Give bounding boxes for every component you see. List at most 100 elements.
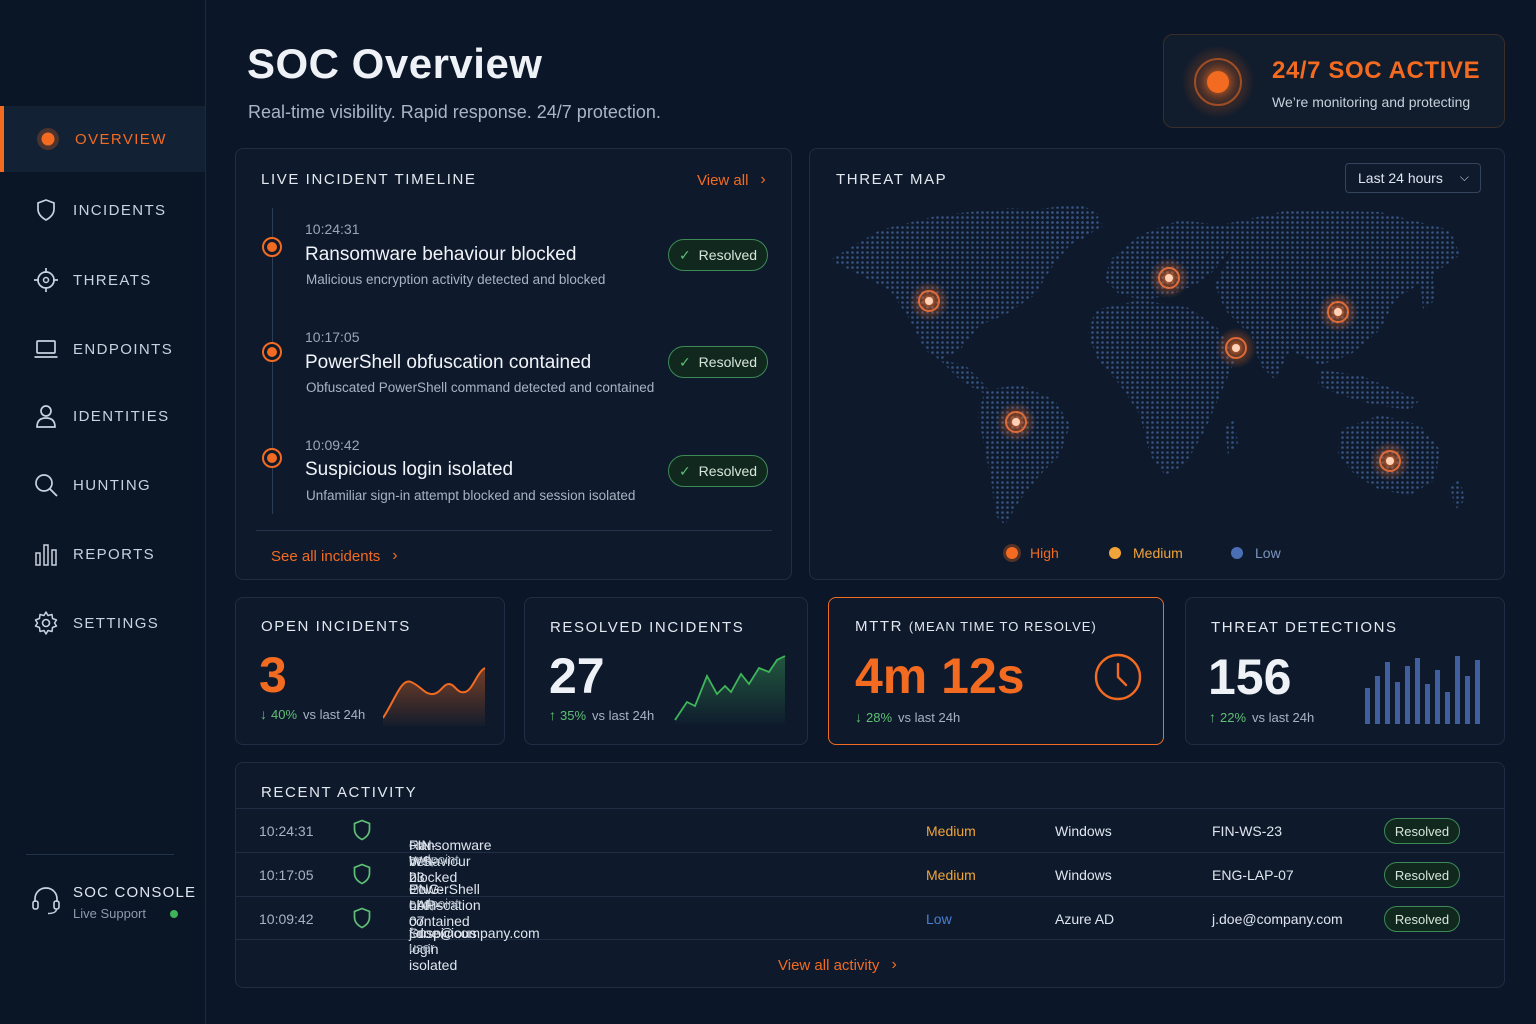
view-all-activity-label: View all activity <box>778 956 880 974</box>
kpi-value: 3 <box>259 647 287 703</box>
row-platform: Windows <box>1055 867 1112 883</box>
see-all-incidents-link[interactable]: See all incidents › <box>271 547 398 565</box>
kpi-value: 156 <box>1208 649 1292 705</box>
timeline-time: 10:09:42 <box>305 437 360 453</box>
sidebar-item-identities[interactable]: IDENTITIES <box>0 383 205 449</box>
recent-activity-card <box>235 762 1505 988</box>
chevron-right-icon: › <box>891 956 897 973</box>
row-time: 10:17:05 <box>259 867 314 883</box>
threat-hotspot[interactable] <box>1318 292 1358 332</box>
pulse-icon <box>1182 46 1254 118</box>
shield-icon <box>32 196 60 224</box>
kpi-vs: vs last 24h <box>592 707 655 723</box>
threat-hotspot[interactable] <box>909 281 949 321</box>
sidebar-item-reports[interactable]: REPORTS <box>0 521 205 587</box>
kpi-pct: 22% <box>1220 709 1247 725</box>
kpi-delta: ↑ 22% vs last 24h <box>1209 709 1314 725</box>
row-time: 10:09:42 <box>259 911 314 927</box>
sidebar-divider <box>26 854 174 855</box>
mttr-card[interactable] <box>828 597 1164 745</box>
headset-icon <box>30 884 62 916</box>
kpi-pct: 28% <box>866 709 893 725</box>
sidebar-item-overview[interactable]: OVERVIEW <box>0 106 205 172</box>
row-time: 10:24:31 <box>259 823 314 839</box>
threat-detections-card[interactable] <box>1185 597 1505 745</box>
legend-label: High <box>1030 545 1059 561</box>
sidebar-item-incidents[interactable]: INCIDENTS <box>0 177 205 243</box>
threat-hotspot[interactable] <box>1149 258 1189 298</box>
table-row[interactable]: 10:17:05 PowerShell obfuscation containe… <box>236 852 1504 929</box>
bar-chart-icon <box>32 540 60 568</box>
sidebar-item-label: HUNTING <box>73 476 152 494</box>
user-icon <box>32 402 60 430</box>
check-icon: ✓ <box>678 353 691 370</box>
sidebar-item-threats[interactable]: THREATS <box>0 247 205 313</box>
low-dot-icon <box>1231 547 1243 559</box>
status-badge: ✓ Resolved <box>668 239 768 271</box>
sidebar-item-endpoints[interactable]: ENDPOINTS <box>0 316 205 382</box>
threat-hotspot[interactable] <box>996 402 1036 442</box>
status-badge: ✓ Resolved <box>668 346 768 378</box>
timeline-item-title[interactable]: Suspicious login isolated <box>305 459 514 480</box>
shield-icon <box>352 819 372 844</box>
medium-dot-icon <box>1109 547 1121 559</box>
kpi-vs: vs last 24h <box>303 706 366 722</box>
arrow-up-icon: ↑ <box>1209 709 1216 725</box>
kpi-delta: ↓ 28% vs last 24h <box>855 709 960 725</box>
view-all-incidents-link[interactable]: View all › <box>697 171 766 189</box>
legend-high: High <box>1006 545 1059 561</box>
crosshair-icon <box>32 266 60 294</box>
row-joiner: for user <box>409 925 435 955</box>
world-map <box>830 204 1465 525</box>
sidebar-item-label: OVERVIEW <box>75 130 167 148</box>
row-severity: Low <box>926 911 952 927</box>
timeline-item-title[interactable]: PowerShell obfuscation contained <box>305 352 592 373</box>
timeline-item-title[interactable]: Ransomware behaviour blocked <box>305 244 577 265</box>
table-row[interactable]: 10:24:31 Ransomware behaviour blocked on… <box>236 808 1504 885</box>
row-target: FIN-WS-23 <box>409 837 437 885</box>
kpi-vs: vs last 24h <box>1252 709 1315 725</box>
legend-label: Low <box>1255 545 1281 561</box>
table-row[interactable]: 10:09:42 Suspicious login isolated for u… <box>236 896 1504 973</box>
row-platform: Azure AD <box>1055 911 1115 927</box>
threat-hotspot[interactable] <box>1370 441 1410 481</box>
status-badge: Resolved <box>1384 906 1460 932</box>
timeline-dot <box>262 237 282 257</box>
view-all-activity-link[interactable]: View all activity › <box>778 956 897 974</box>
console-subtitle-row: Live Support <box>73 906 196 921</box>
arrow-down-icon: ↓ <box>260 706 267 722</box>
status-label: Resolved <box>698 463 758 479</box>
time-range-select[interactable]: Last 24 hours ⌵ <box>1345 163 1481 193</box>
status-label: Resolved <box>698 247 758 263</box>
sidebar: OVERVIEW INCIDENTS THREATS ENDPOINTS IDE… <box>0 0 206 1024</box>
row-severity: Medium <box>926 823 976 839</box>
threat-map-title: THREAT MAP <box>836 171 948 188</box>
check-icon: ✓ <box>678 246 691 263</box>
kpi-vs: vs last 24h <box>898 709 961 725</box>
soc-active-banner: 24/7 SOC ACTIVE We’re monitoring and pro… <box>1163 34 1505 128</box>
kpi-title: OPEN INCIDENTS <box>261 618 411 635</box>
row-joiner: on endpoint <box>409 837 459 867</box>
high-dot-icon <box>1006 547 1018 559</box>
sidebar-item-hunting[interactable]: HUNTING <box>0 452 205 518</box>
page-subtitle: Real-time visibility. Rapid response. 24… <box>248 102 661 122</box>
sidebar-item-label: THREATS <box>73 271 152 289</box>
clock-icon <box>1094 653 1142 701</box>
shield-icon <box>352 907 372 932</box>
kpi-value: 4m 12s <box>855 648 1025 704</box>
threat-hotspot[interactable] <box>1216 328 1256 368</box>
timeline-title: LIVE INCIDENT TIMELINE <box>261 171 477 188</box>
row-joiner: on endpoint <box>409 881 459 911</box>
kpi-pct: 35% <box>560 707 587 723</box>
soc-console[interactable]: SOC CONSOLE Live Support <box>30 884 196 921</box>
soc-active-subtitle: We’re monitoring and protecting <box>1272 94 1471 110</box>
sidebar-item-settings[interactable]: SETTINGS <box>0 590 205 656</box>
timeline-item-desc: Obfuscated PowerShell command detected a… <box>306 380 655 395</box>
status-badge: Resolved <box>1384 862 1460 888</box>
timeline-divider <box>256 530 772 531</box>
sidebar-item-label: REPORTS <box>73 545 156 563</box>
row-event: PowerShell obfuscation contained <box>409 881 481 929</box>
row-platform: Windows <box>1055 823 1112 839</box>
view-all-label: View all <box>697 171 749 189</box>
timeline-dot <box>262 342 282 362</box>
